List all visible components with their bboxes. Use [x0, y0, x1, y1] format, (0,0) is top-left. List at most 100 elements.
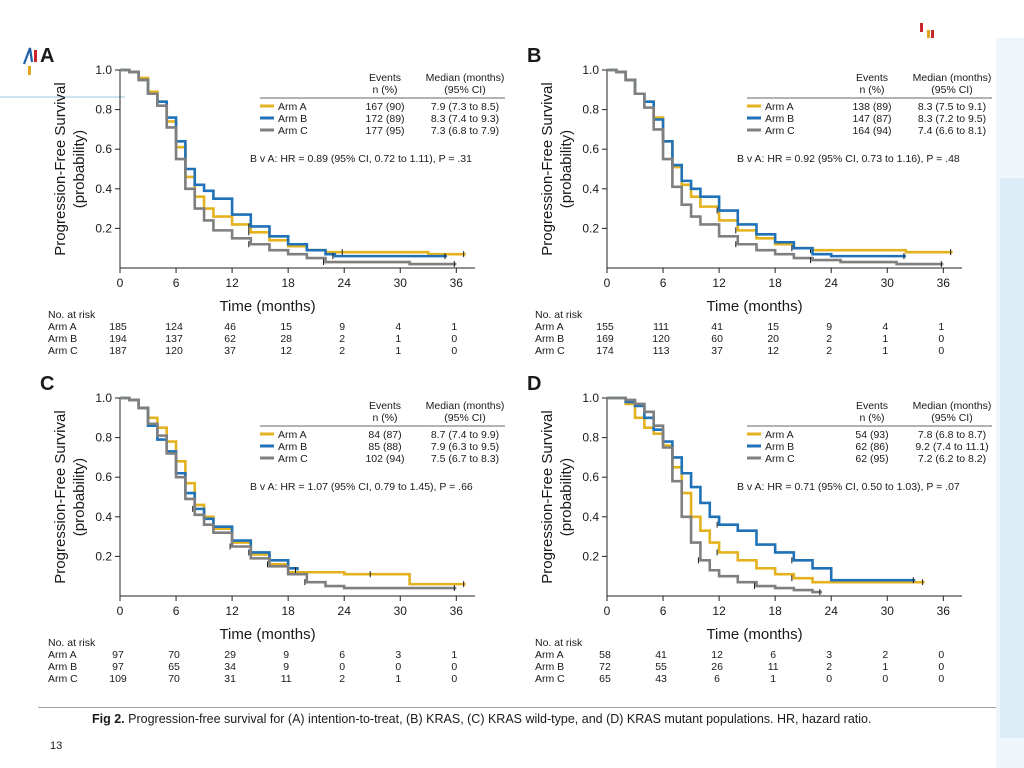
logo-right-yellow-bar [927, 30, 930, 38]
panel-b-legend-arm: Arm B [765, 113, 794, 125]
panel-c-risk-value: 0 [451, 673, 457, 685]
panel-d-risk-value: 2 [826, 661, 832, 673]
panel-b-y-axis-subtitle: (probability) [558, 130, 575, 208]
panel-a-y-tick-label: 1.0 [95, 63, 112, 77]
panel-c-legend-events: 84 (87) [368, 429, 401, 441]
panel-b-y-tick-label: 0.8 [582, 103, 599, 117]
panel-b-letter: B [527, 45, 541, 67]
panel-c-risk-value: 109 [109, 673, 127, 685]
panel-b-y-tick-label: 1.0 [582, 63, 599, 77]
panel-b-y-tick-label: 0.4 [582, 182, 599, 196]
panel-d-y-tick-label: 0.6 [582, 470, 599, 484]
panel-c-y-tick-label: 0.2 [95, 549, 112, 563]
panel-d-series-arm-a [607, 396, 925, 584]
panel-b-x-tick-label: 24 [825, 276, 839, 290]
panel-b-risk-value: 4 [882, 321, 888, 333]
panel-a-hazard-ratio: B v A: HR = 0.89 (95% CI, 0.72 to 1.11),… [250, 153, 472, 165]
panel-d-y-axis-title: Progression-Free Survival [539, 410, 556, 583]
logo-right-red-bar [920, 23, 923, 32]
panel-b-x-tick-label: 0 [604, 276, 611, 290]
panel-a-legend-events: 177 (95) [365, 125, 404, 137]
panel-a-letter: A [40, 45, 54, 67]
panel-c-legend-header-median: Median (months) [426, 400, 505, 412]
panel-c-risk-arm: Arm C [48, 673, 78, 685]
panel-a-risk-value: 120 [165, 345, 183, 357]
panel-c-y-axis-subtitle: (probability) [71, 458, 88, 536]
panel-a-risk-value: 9 [339, 321, 345, 333]
panel-a-legend-arm: Arm B [278, 113, 307, 125]
panel-d-x-tick-label: 24 [825, 604, 839, 618]
panel-b-legend-header-median: Median (months) [913, 72, 992, 84]
panel-b-risk-value: 120 [652, 333, 670, 345]
panel-b-risk-arm: Arm C [535, 345, 565, 357]
panel-d-x-tick-label: 6 [660, 604, 667, 618]
panel-a-risk-value: 187 [109, 345, 127, 357]
panel-d-x-tick-label: 18 [768, 604, 782, 618]
panel-d-x-axis-title: Time (months) [706, 626, 802, 643]
panel-a-risk-value: 185 [109, 321, 127, 333]
panel-a-risk-value: 2 [339, 345, 345, 357]
panel-b-risk-value: 2 [826, 345, 832, 357]
panel-c-legend-arm: Arm A [278, 429, 307, 441]
panel-a-risk-value: 137 [165, 333, 183, 345]
panel-a-legend-arm: Arm A [278, 101, 307, 113]
caption-divider [38, 707, 996, 708]
panel-c-x-tick-label: 0 [117, 604, 124, 618]
panel-c-risk-value: 29 [224, 649, 236, 661]
panel-b-risk-value: 12 [767, 345, 779, 357]
panel-d-risk-arm: Arm A [535, 649, 564, 661]
caption-label: Fig 2. [92, 712, 125, 726]
panel-d-risk-value: 72 [599, 661, 611, 673]
panel-d-y-tick-label: 0.4 [582, 510, 599, 524]
panel-c-y-tick-label: 0.6 [95, 470, 112, 484]
panel-d-y-tick-label: 1.0 [582, 391, 599, 405]
panel-b-risk-value: 9 [826, 321, 832, 333]
panel-c-risk-value: 34 [224, 661, 236, 673]
panel-b-risk-value: 1 [882, 345, 888, 357]
panel-d-risk-value: 6 [770, 649, 776, 661]
panel-c-legend-header-events-unit: n (%) [372, 412, 397, 424]
panel-d-hazard-ratio: B v A: HR = 0.71 (95% CI, 0.50 to 1.03),… [737, 481, 960, 493]
panel-c-risk-value: 97 [112, 649, 124, 661]
panel-a-risk-value: 15 [280, 321, 292, 333]
panel-b-risk-value: 1 [938, 321, 944, 333]
panel-b-risk-value: 41 [711, 321, 723, 333]
panel-c-risk-value: 2 [339, 673, 345, 685]
panel-b-risk-value: 37 [711, 345, 723, 357]
panel-b-risk-value: 113 [653, 345, 670, 357]
panel-a-series-arm-c [120, 68, 457, 266]
panel-b-risk-arm: Arm B [535, 333, 564, 345]
panel-a-risk-value: 62 [224, 333, 236, 345]
panel-d-legend-arm: Arm A [765, 429, 794, 441]
panel-c-risk-arm: Arm A [48, 649, 77, 661]
panel-d-y-axis-subtitle: (probability) [558, 458, 575, 536]
panel-b-legend-median: 8.3 (7.2 to 9.5) [918, 113, 986, 125]
logo-left-blue-stroke [22, 47, 34, 65]
panel-c-legend-median: 7.9 (6.3 to 9.5) [431, 441, 499, 453]
publisher-logo-left [22, 47, 37, 75]
panel-a-risk-value: 194 [109, 333, 127, 345]
panel-c-legend-header-events: Events [369, 400, 401, 412]
panel-a-x-tick-label: 18 [281, 276, 295, 290]
panel-a-risk-value: 0 [451, 345, 457, 357]
panel-c-y-tick-label: 0.4 [95, 510, 112, 524]
panel-d-risk-value: 0 [938, 649, 944, 661]
panel-d-legend-header-median: Median (months) [913, 400, 992, 412]
logo-left-red-bar [34, 50, 37, 62]
panel-a-legend-events: 172 (89) [365, 113, 404, 125]
panel-b-x-tick-label: 30 [881, 276, 895, 290]
panel-d-legend-median: 9.2 (7.4 to 11.1) [915, 441, 988, 453]
panel-a-y-tick-label: 0.6 [95, 142, 112, 156]
panel-c-x-tick-label: 24 [338, 604, 352, 618]
panel-c-legend-events: 85 (88) [368, 441, 401, 453]
panel-b-risk-value: 20 [767, 333, 779, 345]
panel-a-y-axis-subtitle: (probability) [71, 130, 88, 208]
panel-d-risk-arm: Arm B [535, 661, 564, 673]
panel-d-risk-value: 2 [882, 649, 888, 661]
panel-d-legend-header-events-unit: n (%) [859, 412, 884, 424]
panel-d-risk-value: 55 [655, 661, 667, 673]
panel-b-x-tick-label: 6 [660, 276, 667, 290]
panel-c-risk-value: 9 [283, 661, 289, 673]
panel-c-risk-value: 11 [281, 673, 292, 685]
